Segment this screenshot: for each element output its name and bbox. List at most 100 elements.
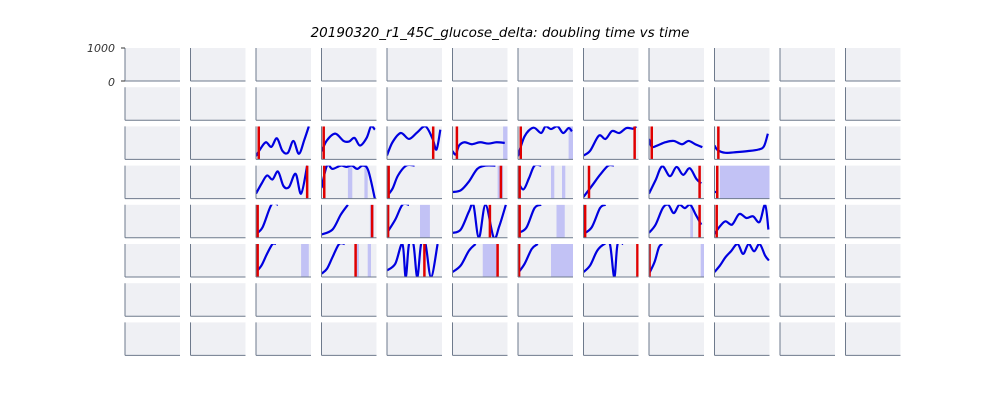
- doubling-time-line: [256, 244, 276, 273]
- panel-r3-c11: [845, 165, 901, 200]
- panel-r7-c6: [517, 322, 573, 356]
- panel-r2-c3: [321, 126, 377, 160]
- panel-r7-c0: [124, 322, 180, 356]
- panel-r1-c0: [124, 87, 180, 121]
- panel-background: [321, 283, 377, 317]
- panel-r7-c10: [779, 322, 835, 356]
- panel-background: [452, 244, 508, 277]
- shaded-region: [568, 126, 573, 160]
- panel-background: [518, 87, 573, 121]
- panel-background: [845, 322, 901, 356]
- panel-r4-c6: [517, 204, 573, 239]
- panel-r4-c8: [648, 204, 704, 239]
- panel-background: [125, 283, 180, 317]
- panel-background: [452, 48, 508, 81]
- doubling-time-line: [387, 165, 415, 197]
- panel-background: [714, 322, 770, 356]
- panel-r6-c0: [124, 283, 180, 317]
- panel-r0-c6: [517, 48, 573, 82]
- panel-background: [387, 204, 442, 238]
- doubling-time-line: [321, 165, 376, 199]
- doubling-time-line: [649, 244, 663, 275]
- panel-r5-c5: [452, 244, 508, 278]
- panel-r3-c2: [255, 165, 311, 200]
- panel-background: [583, 322, 639, 356]
- panel-background: [387, 322, 442, 356]
- panel-r2-c11: [845, 126, 901, 160]
- panel-background: [583, 48, 639, 81]
- panel-r1-c9: [714, 87, 770, 121]
- panel-background: [190, 165, 246, 199]
- doubling-time-line: [518, 204, 542, 234]
- panel-background: [583, 283, 639, 317]
- panel-r5-c11: [845, 244, 901, 278]
- panel-r7-c7: [583, 322, 639, 356]
- panel-r7-c9: [714, 322, 770, 356]
- panel-background: [714, 126, 770, 160]
- panel-r4-c1: [190, 204, 246, 239]
- panel-r0-c2: [255, 48, 311, 82]
- panel-r6-c1: [190, 283, 246, 317]
- panel-background: [387, 283, 442, 317]
- panel-r7-c4: [386, 322, 442, 356]
- panel-background: [780, 244, 835, 277]
- doubling-time-line: [518, 244, 539, 274]
- shaded-region: [347, 165, 353, 199]
- panel-background: [649, 322, 704, 356]
- panel-r4-c7: [583, 204, 639, 239]
- panel-r2-c1: [190, 126, 246, 160]
- panel-background: [845, 87, 901, 121]
- doubling-time-line: [583, 244, 624, 277]
- doubling-time-line: [321, 244, 345, 275]
- panel-r3-c5: [452, 165, 508, 200]
- shaded-region: [364, 165, 368, 199]
- shaded-region: [482, 244, 497, 277]
- shaded-region: [700, 244, 704, 277]
- panel-background: [321, 126, 377, 160]
- panel-r7-c3: [321, 322, 377, 356]
- panel-r1-c2: [255, 87, 311, 121]
- panel-background: [845, 283, 901, 317]
- panel-r4-c10: [779, 204, 835, 239]
- panel-r3-c6: [517, 165, 573, 200]
- panel-r3-c10: [779, 165, 835, 200]
- panel-background: [321, 87, 377, 121]
- panel-background: [125, 87, 180, 121]
- panel-background: [190, 322, 246, 356]
- panel-r5-c2: [255, 244, 311, 278]
- panel-r2-c8: [648, 126, 704, 160]
- panel-r0-c7: [583, 48, 639, 82]
- panel-background: [321, 204, 377, 238]
- panel-background: [845, 48, 901, 81]
- panel-background: [452, 87, 508, 121]
- panel-background: [649, 87, 704, 121]
- doubling-time-line: [714, 204, 770, 235]
- panel-r4-c4: [386, 204, 442, 239]
- panel-r5-c6: [517, 244, 573, 278]
- panel-r7-c5: [452, 322, 508, 356]
- panel-background: [780, 126, 835, 160]
- panel-r3-c4: [386, 165, 442, 200]
- panel-r0-c1: [190, 48, 246, 82]
- panel-background: [845, 244, 901, 277]
- panel-background: [714, 283, 770, 317]
- panel-background: [452, 322, 508, 356]
- panel-r6-c11: [845, 283, 901, 317]
- panel-background: [256, 87, 311, 121]
- panel-background: [649, 48, 704, 81]
- doubling-time-line: [321, 204, 349, 236]
- shaded-region: [551, 165, 555, 199]
- doubling-time-line: [387, 204, 409, 234]
- panel-r3-c3: [321, 165, 377, 200]
- panel-background: [256, 322, 311, 356]
- panel-r0-c11: [845, 48, 901, 82]
- y-tick-label-bottom: 0: [108, 76, 115, 89]
- panel-r1-c10: [779, 87, 835, 121]
- shaded-region: [720, 165, 770, 199]
- panel-background: [583, 87, 639, 121]
- doubling-time-line: [518, 126, 573, 157]
- panel-background: [125, 48, 180, 81]
- panel-r4-c3: [321, 204, 377, 239]
- panel-background: [780, 48, 835, 81]
- panel-background: [845, 126, 901, 160]
